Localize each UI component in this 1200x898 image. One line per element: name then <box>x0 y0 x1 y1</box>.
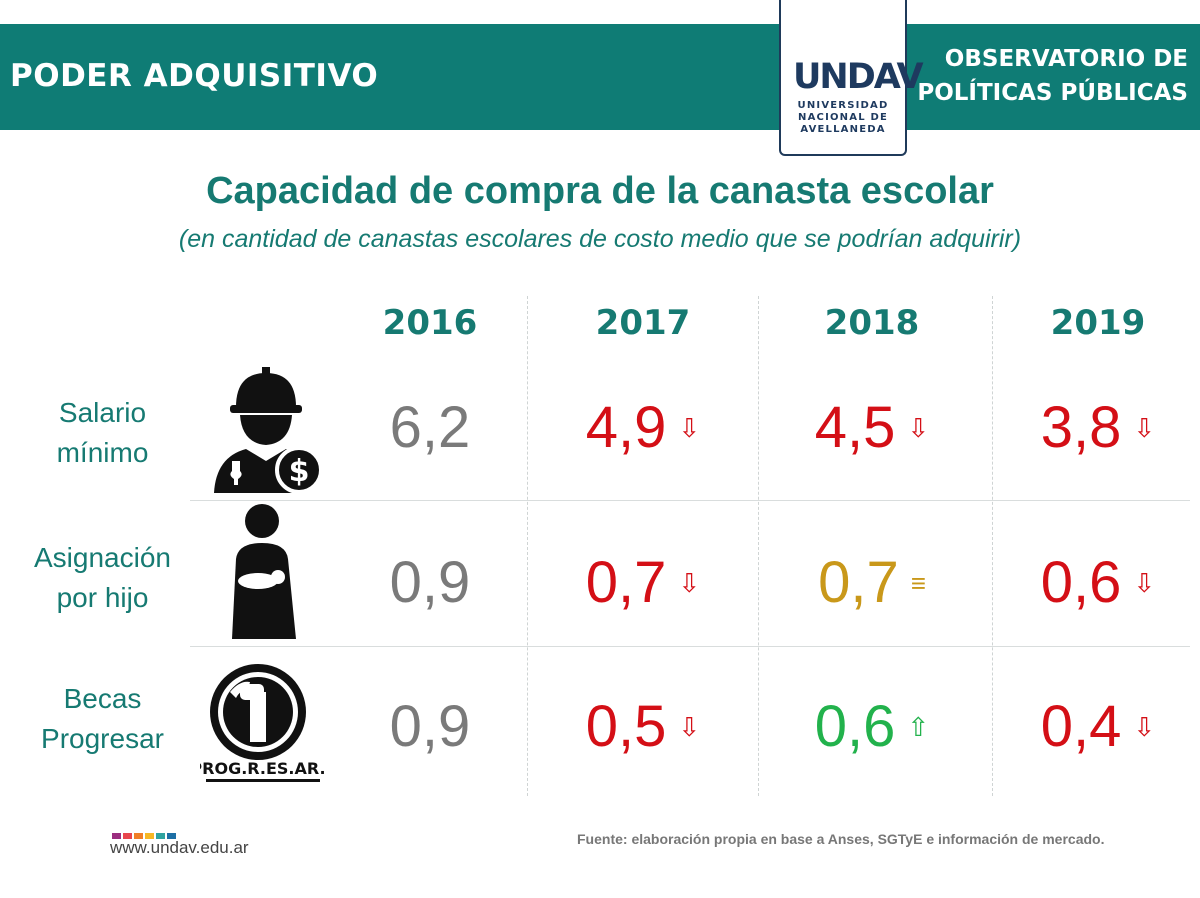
observatory-line-2: POLÍTICAS PÚBLICAS <box>917 80 1188 106</box>
brand-dot <box>112 833 121 839</box>
brand-dot <box>123 833 132 839</box>
trend-down-icon: ⇩ <box>678 412 701 443</box>
value-number: 0,9 <box>389 550 471 615</box>
column-divider <box>527 296 528 796</box>
row-label-salario: Salario mínimo <box>10 393 195 473</box>
trend-up-icon: ⇧ <box>907 711 930 742</box>
value-cell: 3,8 ⇩ <box>1013 398 1183 462</box>
year-header-2017: 2017 <box>595 303 691 343</box>
value-number: 0,4 <box>1040 694 1122 759</box>
row-label-line: Asignación <box>34 542 171 573</box>
value-number: 6,2 <box>389 395 471 460</box>
row-divider <box>190 646 1190 647</box>
year-header-2016: 2016 <box>382 303 478 343</box>
svg-text:$: $ <box>289 454 310 489</box>
footer-url[interactable]: www.undav.edu.ar <box>110 838 249 857</box>
progresar-logo-text: PROG.R.ES.AR. <box>200 759 326 778</box>
value-cell: 4,5 ⇩ <box>787 398 957 462</box>
value-cell: 0,7 ≡ <box>787 553 957 617</box>
row-divider <box>190 500 1190 501</box>
value-cell: 6,2 <box>345 398 515 458</box>
infographic-title: Capacidad de compra de la canasta escola… <box>206 170 994 212</box>
value-cell: 0,9 <box>345 697 515 757</box>
progresar-logo-icon: PROG.R.ES.AR. <box>200 664 326 782</box>
value-cell: 0,6 ⇩ <box>1013 553 1183 617</box>
value-cell: 0,9 <box>345 553 515 613</box>
value-cell: 4,9 ⇩ <box>558 398 728 462</box>
year-header-2019: 2019 <box>1050 303 1146 343</box>
value-number: 4,5 <box>814 395 896 460</box>
infographic-subtitle: (en cantidad de canastas escolares de co… <box>178 225 1022 253</box>
column-divider <box>758 296 759 796</box>
logo-line-1: UNIVERSIDAD <box>797 100 889 111</box>
mother-child-icon <box>232 504 296 639</box>
row-label-line: Becas <box>63 683 142 714</box>
trend-down-icon: ⇩ <box>1133 567 1156 598</box>
row-label-line: por hijo <box>56 582 149 613</box>
observatory-label: OBSERVATORIO DE POLÍTICAS PÚBLICAS <box>917 42 1188 110</box>
trend-equal-icon: ≡ <box>910 567 926 598</box>
header-band <box>0 24 1200 130</box>
brand-dot <box>167 833 176 839</box>
value-number: 3,8 <box>1040 395 1122 460</box>
row-label-line: Progresar <box>41 723 164 754</box>
brand-dots <box>112 826 178 844</box>
source-note: Fuente: elaboración propia en base a Ans… <box>577 831 1105 847</box>
row-label-line: mínimo <box>56 437 149 468</box>
column-divider <box>992 296 993 796</box>
trend-down-icon: ⇩ <box>1133 711 1156 742</box>
undav-logo-mark: UNDAV <box>793 57 924 97</box>
value-number: 0,9 <box>389 694 471 759</box>
year-header-2018: 2018 <box>824 303 920 343</box>
logo-line-3: AVELLANEDA <box>800 124 886 135</box>
trend-down-icon: ⇩ <box>678 711 701 742</box>
value-cell: 0,6 ⇧ <box>787 697 957 761</box>
page-section-title: PODER ADQUISITIVO <box>10 58 379 94</box>
value-number: 0,6 <box>1040 550 1122 615</box>
value-number: 4,9 <box>585 395 667 460</box>
value-cell: 0,7 ⇩ <box>558 553 728 617</box>
observatory-line-1: OBSERVATORIO DE <box>944 46 1188 72</box>
trend-down-icon: ⇩ <box>678 567 701 598</box>
value-cell: 0,5 ⇩ <box>558 697 728 761</box>
row-label-asignacion: Asignación por hijo <box>10 538 195 618</box>
brand-dot <box>145 833 154 839</box>
value-number: 0,7 <box>818 550 899 615</box>
value-number: 0,7 <box>585 550 667 615</box>
row-label-line: Salario <box>58 397 147 428</box>
row-label-becas: Becas Progresar <box>10 679 195 759</box>
value-number: 0,6 <box>814 694 896 759</box>
brand-dot <box>156 833 165 839</box>
value-cell: 0,4 ⇩ <box>1013 697 1183 761</box>
value-number: 0,5 <box>585 694 667 759</box>
undav-logo: UNDAV UNIVERSIDAD NACIONAL DE AVELLANEDA <box>779 0 924 156</box>
brand-dot <box>134 833 143 839</box>
logo-line-2: NACIONAL DE <box>798 112 888 123</box>
worker-icon: $ <box>214 367 323 494</box>
trend-down-icon: ⇩ <box>1133 412 1156 443</box>
trend-down-icon: ⇩ <box>907 412 930 443</box>
